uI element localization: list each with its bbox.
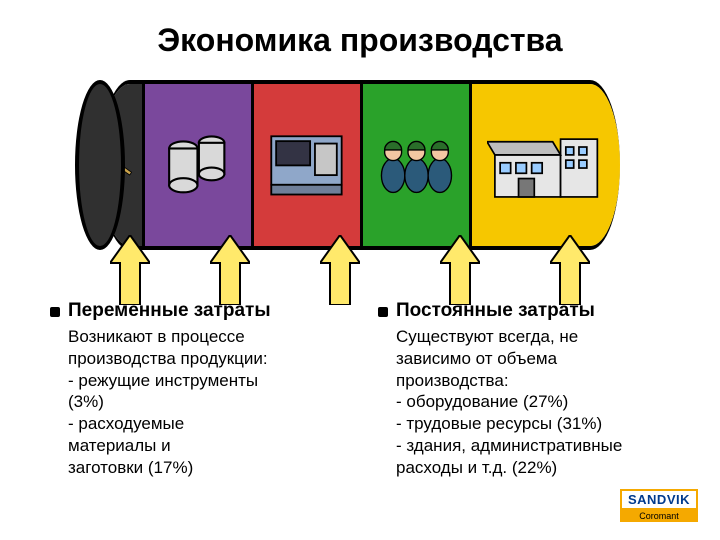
cylinder-cap-left <box>75 80 125 250</box>
up-arrow-icon <box>110 235 150 305</box>
up-arrow-icon <box>550 235 590 305</box>
left-body: Возникают в процессе производства продук… <box>50 326 352 478</box>
up-arrow-icon <box>210 235 250 305</box>
logo-bottom: Coromant <box>620 510 698 522</box>
material-icon <box>155 100 240 230</box>
cylinder-body <box>100 80 620 250</box>
text-columns: Переменные затраты Возникают в процессе … <box>50 300 680 478</box>
up-arrow-icon <box>440 235 480 305</box>
right-heading: Постоянные затраты <box>378 300 680 322</box>
page-title: Экономика производства <box>0 0 720 59</box>
machine-icon <box>264 100 349 230</box>
left-column: Переменные затраты Возникают в процессе … <box>50 300 352 478</box>
brand-logo: SANDVIK Coromant <box>620 489 698 522</box>
cylinder-diagram <box>80 80 640 250</box>
building-icon <box>487 100 605 230</box>
cylinder-segment <box>251 84 360 246</box>
up-arrow-icon <box>320 235 360 305</box>
left-heading: Переменные затраты <box>50 300 352 322</box>
cylinder-segment <box>469 84 620 246</box>
workers-icon <box>374 100 459 230</box>
right-column: Постоянные затраты Существуют всегда, не… <box>378 300 680 478</box>
cylinder-segment <box>142 84 251 246</box>
cylinder-segment <box>360 84 469 246</box>
logo-top: SANDVIK <box>620 489 698 510</box>
right-body: Существуют всегда, не зависимо от объема… <box>378 326 680 478</box>
